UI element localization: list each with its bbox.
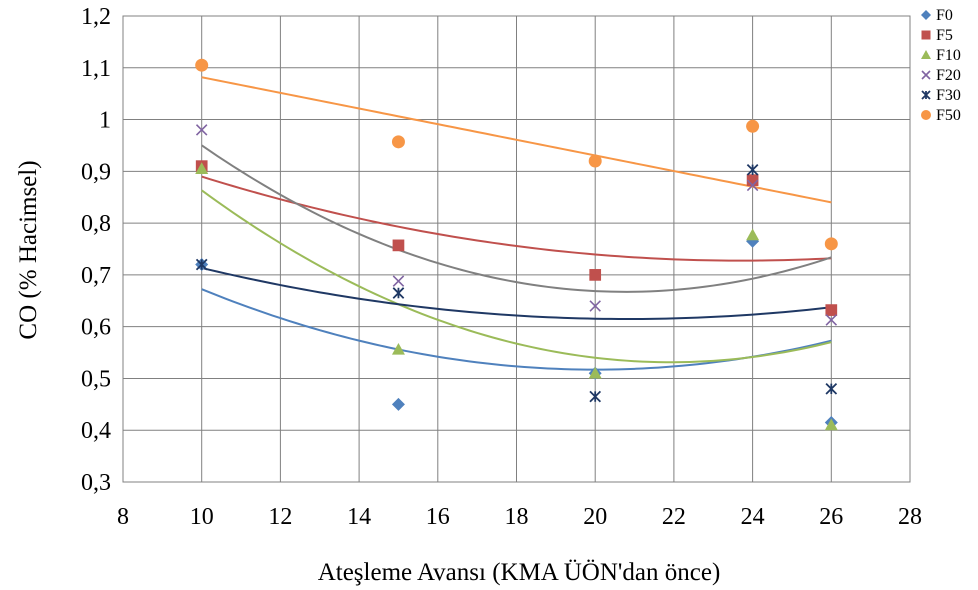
point-f30 bbox=[589, 390, 602, 403]
point-f20 bbox=[825, 314, 838, 326]
y-axis-ticks: 0,3 0,4 0,5 0,6 0,7 0,8 0,9 1 1,1 1,2 bbox=[81, 4, 111, 496]
x-tick-label: 10 bbox=[190, 504, 214, 530]
legend-marker-f10-icon bbox=[921, 50, 931, 59]
y-axis-title: CO (% Hacimsel) bbox=[15, 160, 42, 339]
y-tick-label: 1 bbox=[99, 108, 111, 134]
legend: F0 F5 F10 F20 F30 F50 bbox=[921, 7, 961, 124]
point-f5 bbox=[825, 304, 838, 316]
legend-marker-f30-icon bbox=[921, 90, 931, 100]
point-f20 bbox=[195, 124, 208, 136]
y-tick-label: 0,9 bbox=[81, 159, 111, 185]
point-f20 bbox=[746, 179, 759, 192]
x-axis-ticks: 8 10 12 14 16 18 20 22 24 26 28 bbox=[117, 504, 922, 530]
x-tick-label: 12 bbox=[268, 504, 292, 530]
point-f30 bbox=[825, 382, 838, 395]
y-tick-label: 0,4 bbox=[81, 418, 111, 444]
legend-label: F20 bbox=[936, 67, 961, 84]
trendline-f30 bbox=[201, 266, 832, 321]
legend-marker-f5-icon bbox=[921, 30, 931, 40]
x-tick-label: 16 bbox=[426, 504, 450, 530]
y-tick-label: 0,5 bbox=[81, 366, 111, 392]
point-f5 bbox=[392, 239, 405, 252]
plot-area bbox=[122, 15, 911, 483]
legend-label: F30 bbox=[936, 87, 961, 104]
point-f20 bbox=[392, 275, 405, 287]
trendline-f5 bbox=[201, 175, 832, 262]
legend-label: F50 bbox=[936, 107, 961, 124]
trendline-f20 bbox=[201, 144, 832, 293]
y-tick-label: 1,1 bbox=[81, 56, 111, 82]
point-f50 bbox=[195, 58, 209, 72]
trendlines bbox=[201, 76, 832, 371]
x-tick-label: 14 bbox=[347, 504, 371, 530]
x-tick-label: 24 bbox=[741, 504, 765, 530]
point-f20 bbox=[589, 300, 601, 312]
point-f50 bbox=[391, 135, 405, 149]
x-tick-label: 18 bbox=[505, 504, 529, 530]
x-tick-label: 22 bbox=[662, 504, 686, 530]
x-tick-label: 8 bbox=[117, 504, 129, 530]
trendline-f50 bbox=[201, 76, 832, 204]
y-tick-label: 0,7 bbox=[81, 263, 111, 289]
x-tick-label: 20 bbox=[583, 504, 607, 530]
legend-item-f10: F10 bbox=[921, 47, 961, 64]
point-f10 bbox=[588, 366, 602, 379]
point-f50 bbox=[824, 237, 838, 251]
legend-marker-f0-icon bbox=[921, 10, 931, 20]
legend-item-f30: F30 bbox=[921, 87, 961, 104]
point-f50 bbox=[746, 119, 760, 133]
point-f30 bbox=[746, 163, 759, 176]
point-f10 bbox=[746, 228, 760, 241]
x-axis-title: Ateşleme Avansı (KMA ÜÖN'dan önce) bbox=[318, 559, 721, 586]
point-f5 bbox=[589, 269, 602, 281]
point-f50 bbox=[588, 154, 602, 168]
legend-item-f50: F50 bbox=[921, 107, 961, 124]
point-f10 bbox=[391, 342, 405, 355]
legend-label: F5 bbox=[936, 27, 953, 44]
point-f5 bbox=[746, 174, 759, 186]
legend-label: F10 bbox=[936, 47, 961, 64]
legend-item-f20: F20 bbox=[921, 67, 961, 84]
legend-label: F0 bbox=[936, 7, 953, 24]
point-f10 bbox=[195, 162, 209, 174]
legend-marker-f20-icon bbox=[921, 70, 931, 80]
point-f0 bbox=[391, 397, 405, 411]
x-tick-label: 28 bbox=[898, 504, 922, 530]
point-f30 bbox=[195, 258, 208, 271]
y-tick-label: 1,2 bbox=[81, 4, 111, 30]
x-tick-label: 26 bbox=[819, 504, 843, 530]
data-points bbox=[195, 58, 838, 431]
point-f10 bbox=[824, 418, 838, 431]
trendline-f10 bbox=[201, 189, 832, 364]
point-f30 bbox=[392, 287, 405, 299]
legend-item-f0: F0 bbox=[921, 7, 953, 24]
y-tick-label: 0,3 bbox=[81, 470, 111, 496]
legend-marker-f50-icon bbox=[921, 110, 931, 120]
legend-item-f5: F5 bbox=[921, 27, 953, 44]
y-tick-label: 0,8 bbox=[81, 211, 111, 237]
y-tick-label: 0,6 bbox=[81, 315, 111, 341]
